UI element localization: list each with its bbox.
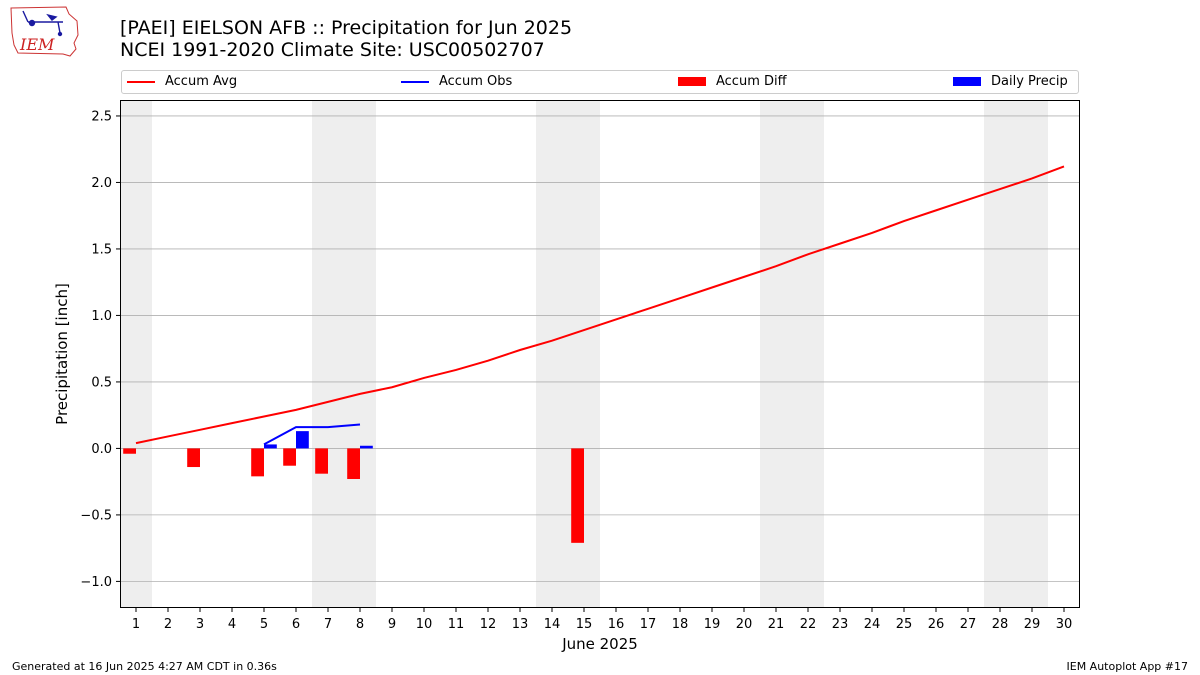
legend-item-accum-diff: Accum Diff: [678, 74, 787, 89]
x-tick-label: 11: [448, 617, 465, 632]
x-tick-label: 25: [896, 617, 913, 632]
x-tick-label: 22: [800, 617, 817, 632]
weekend-band-1: [312, 100, 376, 608]
legend-swatch-accum-diff: [678, 77, 706, 86]
legend-item-daily-precip: Daily Precip: [953, 74, 1068, 89]
legend-item-accum-obs: Accum Obs: [401, 74, 512, 89]
x-tick-label: 13: [512, 617, 529, 632]
x-tick-label: 27: [960, 617, 977, 632]
daily-precip-bar: [264, 444, 277, 449]
x-tick-label: 14: [544, 617, 561, 632]
x-tick-label: 18: [672, 617, 689, 632]
accum-diff-bar: [315, 448, 328, 474]
y-tick-label: 1.5: [91, 242, 112, 257]
weekend-shading: [120, 100, 1048, 608]
x-tick-label: 4: [228, 617, 236, 632]
x-tick-label: 29: [1024, 617, 1041, 632]
x-tick-label: 15: [576, 617, 593, 632]
legend-label-accum-diff: Accum Diff: [716, 74, 787, 89]
y-tick-label: 2.0: [91, 176, 112, 191]
chart-title: [PAEI] EIELSON AFB :: Precipitation for …: [120, 17, 573, 39]
y-tick-label: 1.0: [91, 309, 112, 324]
x-tick-label: 10: [416, 617, 433, 632]
chart-subtitle: NCEI 1991-2020 Climate Site: USC00502707: [120, 39, 545, 61]
x-tick-label: 30: [1056, 617, 1073, 632]
bars: [123, 431, 584, 543]
legend-label-daily-precip: Daily Precip: [991, 74, 1068, 89]
y-tick-label: 0.0: [91, 442, 112, 457]
footer-app: IEM Autoplot App #17: [1066, 660, 1189, 673]
y-tick-label: 2.5: [91, 109, 112, 124]
x-tick-label: 20: [736, 617, 753, 632]
x-tick-label: 24: [864, 617, 881, 632]
x-tick-label: 3: [196, 617, 204, 632]
accum-diff-bar: [187, 448, 200, 468]
x-tick-label: 21: [768, 617, 785, 632]
iem-logo: IEM: [10, 6, 79, 57]
accum-obs-line: [263, 423, 361, 446]
accum-diff-bar: [283, 448, 296, 466]
footer-generated: Generated at 16 Jun 2025 4:27 AM CDT in …: [12, 660, 277, 673]
logo-text: IEM: [19, 35, 55, 54]
x-tick-label: 6: [292, 617, 300, 632]
y-tick-label: 0.5: [91, 375, 112, 390]
accum-avg-line: [135, 165, 1065, 445]
gridlines: [120, 115, 1080, 582]
x-axis-label: June 2025: [561, 635, 638, 653]
legend-item-accum-avg: Accum Avg: [127, 74, 237, 89]
weekend-band-2: [536, 100, 600, 608]
y-axis-label: Precipitation [inch]: [53, 283, 71, 425]
x-tick-label: 2: [164, 617, 172, 632]
x-tick-label: 12: [480, 617, 497, 632]
x-tick-label: 7: [324, 617, 332, 632]
x-tick-label: 1: [132, 617, 140, 632]
weather-station-icon: [22, 10, 63, 37]
legend-label-accum-avg: Accum Avg: [165, 74, 238, 89]
x-tick-label: 23: [832, 617, 849, 632]
accum-diff-bar: [347, 448, 360, 480]
legend-label-accum-obs: Accum Obs: [439, 74, 513, 89]
accum-diff-bar: [123, 448, 136, 454]
x-tick-label: 26: [928, 617, 945, 632]
daily-precip-bar: [360, 445, 373, 449]
y-axis: −1.0 −0.5 0.0 0.5 1.0 1.5 2.0 2.5: [80, 109, 120, 590]
x-axis: 1 2 3 4 5 6 7 8 9 10 11 12 13 14 15 16 17 18 19 20 21 22 23 24 2…: [132, 608, 1072, 632]
x-tick-label: 28: [992, 617, 1009, 632]
legend-swatch-daily-precip: [953, 77, 981, 86]
weekend-band-3: [760, 100, 824, 608]
lines: [135, 165, 1065, 446]
iowa-outline-icon: [10, 6, 79, 57]
plot-frame: [120, 100, 1080, 608]
legend: Accum Avg Accum Obs Accum Diff Daily Pre…: [121, 70, 1079, 94]
legend-swatch-accum-avg: [127, 80, 155, 83]
accum-diff-bar: [251, 448, 264, 477]
x-tick-label: 16: [608, 617, 625, 632]
daily-precip-bar: [296, 431, 309, 449]
x-tick-label: 5: [260, 617, 268, 632]
x-tick-label: 19: [704, 617, 721, 632]
y-tick-label: −1.0: [80, 575, 112, 590]
x-tick-label: 8: [356, 617, 364, 632]
accum-diff-bar: [571, 448, 584, 543]
y-tick-label: −0.5: [80, 508, 112, 523]
weekend-band-0: [120, 100, 152, 608]
x-tick-label: 9: [388, 617, 396, 632]
legend-swatch-accum-obs: [401, 80, 429, 83]
x-tick-label: 17: [640, 617, 657, 632]
